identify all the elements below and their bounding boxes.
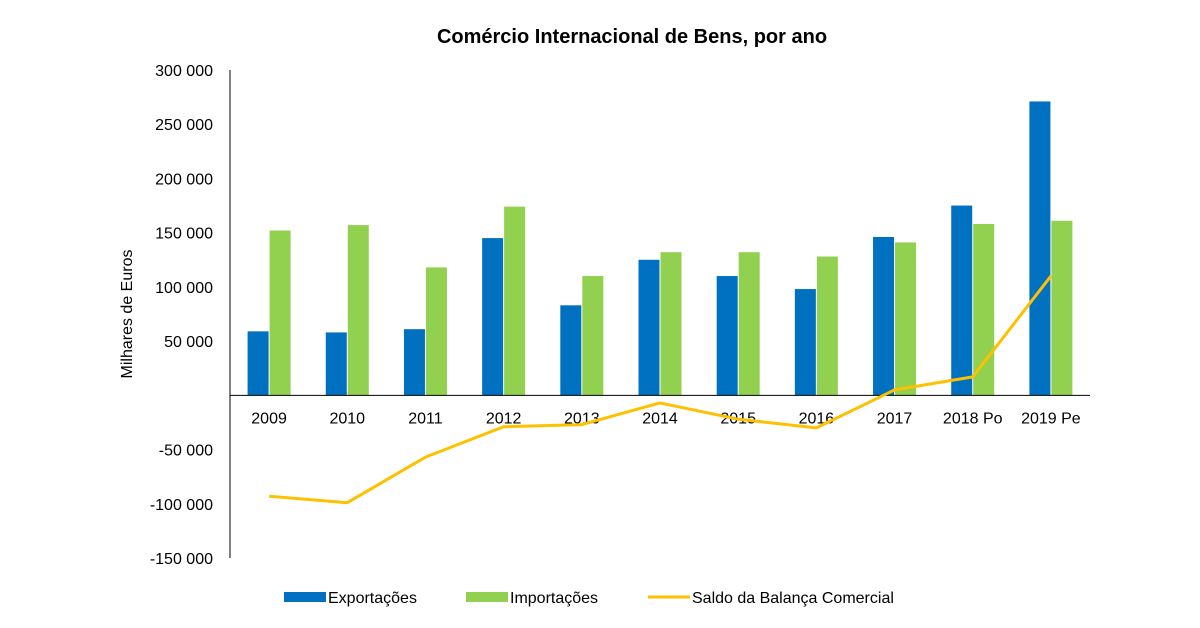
- legend-swatch: [284, 592, 326, 602]
- y-tick-label: 50 000: [164, 334, 213, 351]
- export-bar: [1029, 101, 1051, 396]
- y-axis-ticks: 300 000 250 000 200 000 150 000 100 000 50 00…: [150, 63, 213, 568]
- import-bar: [582, 276, 604, 396]
- legend-label: Saldo da Balança Comercial: [692, 590, 894, 607]
- import-bar: [738, 252, 760, 396]
- balance-line-layer: [268, 275, 1053, 505]
- import-bar: [816, 256, 838, 396]
- import-bar: [504, 206, 526, 396]
- y-tick-label: 100 000: [155, 280, 213, 297]
- x-tick-label: 2018 Po: [943, 410, 1003, 427]
- import-bar: [425, 267, 447, 396]
- y-tick-label: 200 000: [155, 171, 213, 188]
- export-bar: [560, 305, 582, 396]
- x-tick-label: 2017: [877, 410, 913, 427]
- y-axis-label: Milhares de Euros: [119, 250, 136, 379]
- y-tick-label: 150 000: [155, 226, 213, 243]
- export-bar: [716, 276, 738, 396]
- y-tick-label: -50 000: [159, 443, 213, 460]
- y-tick-label: -150 000: [150, 551, 213, 568]
- legend: Exportações Importações Saldo da Balança C…: [284, 590, 894, 607]
- export-bar: [638, 259, 660, 396]
- x-tick-label: 2011: [408, 410, 443, 427]
- export-bar: [403, 329, 425, 396]
- axes-layer: [229, 70, 1090, 558]
- legend-swatch: [466, 592, 508, 602]
- export-bar: [482, 238, 504, 396]
- y-tick-label: 300 000: [155, 63, 213, 80]
- x-tick-label: 2019 Pe: [1021, 410, 1081, 427]
- bars-layer: [247, 101, 1073, 396]
- import-bar: [895, 242, 917, 396]
- chart-title: Comércio Internacional de Bens, por ano: [437, 26, 827, 48]
- export-bar: [247, 331, 269, 396]
- x-tick-label: 2014: [642, 410, 678, 427]
- import-bar: [1051, 220, 1073, 396]
- x-tick-label: 2016: [799, 410, 835, 427]
- import-bar: [973, 223, 995, 396]
- export-bar: [794, 289, 816, 396]
- y-tick-label: 250 000: [155, 117, 213, 134]
- balance-line: [268, 275, 1053, 505]
- export-bar: [951, 205, 973, 396]
- x-tick-label: 2012: [486, 410, 522, 427]
- legend-label: Exportações: [328, 590, 417, 607]
- import-bar: [269, 230, 291, 396]
- y-tick-label: -100 000: [150, 497, 213, 514]
- import-bar: [660, 252, 682, 396]
- x-axis-ticks: 2009 2010 2011 2012 2013 2014 2015 2016 2017 2018…: [251, 410, 1081, 427]
- legend-label: Importações: [510, 590, 598, 607]
- x-tick-label: 2009: [251, 410, 287, 427]
- export-bar: [873, 237, 895, 396]
- export-bar: [325, 332, 347, 396]
- x-tick-label: 2010: [329, 410, 365, 427]
- import-bar: [347, 225, 369, 396]
